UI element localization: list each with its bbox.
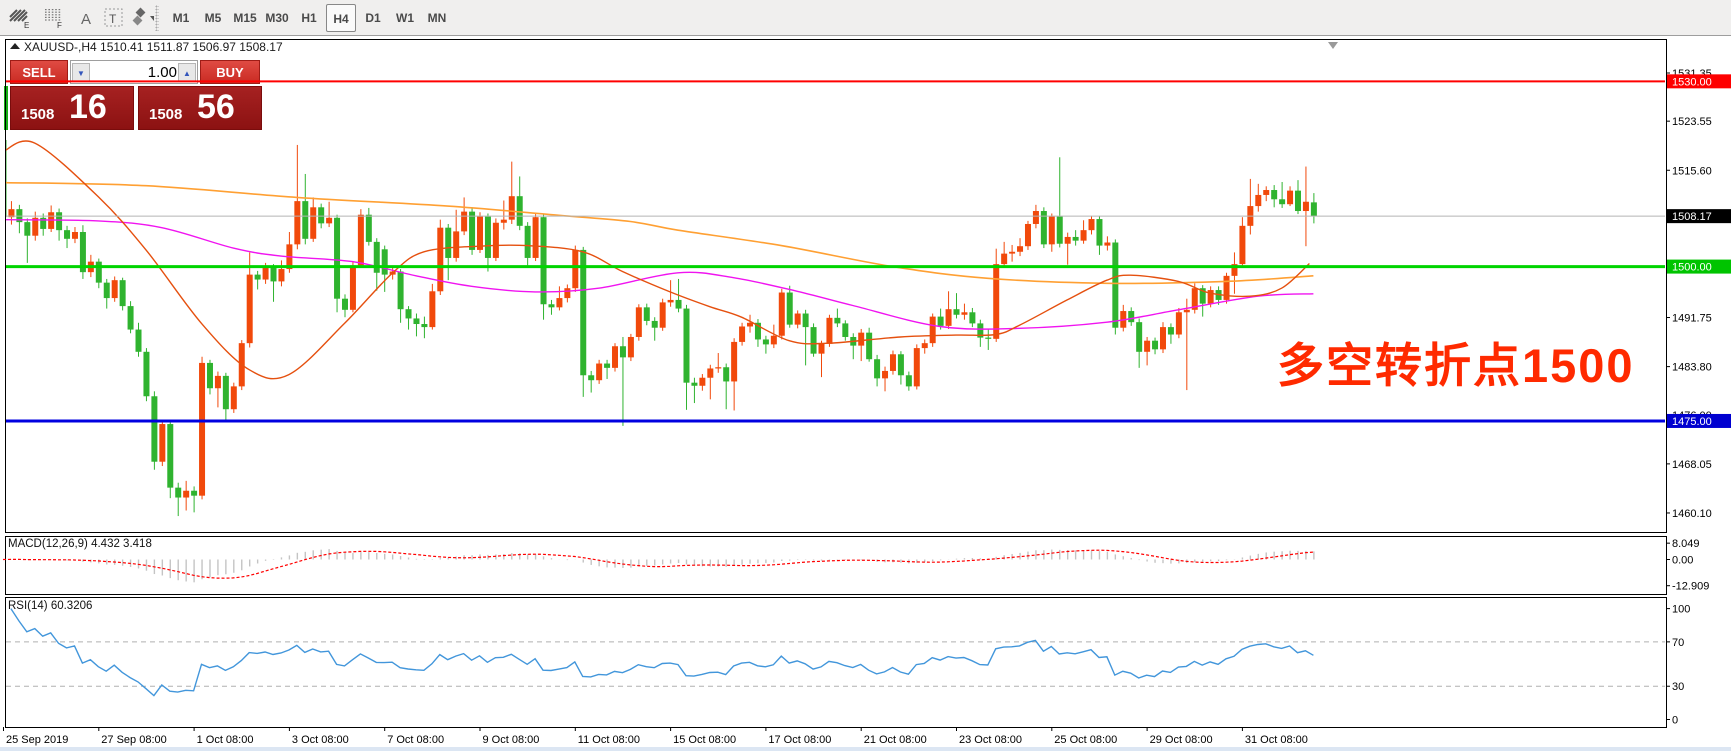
- price-line-badge: [1667, 259, 1731, 274]
- rsi-panel-border: [5, 597, 1667, 728]
- main-chart-layer: [6, 42, 1665, 517]
- chart-shift-marker: [1328, 42, 1338, 49]
- bid-price-prefix: 1508: [21, 106, 55, 123]
- macd-axis-label: 8.049: [1672, 538, 1700, 550]
- cycle-diamonds-icon[interactable]: [130, 6, 154, 30]
- rsi-indicator-label: RSI(14) 60.3206: [8, 600, 93, 612]
- price-tick-label: 1515.60: [1672, 165, 1712, 177]
- chart-annotation-text: 多空转折点1500: [1277, 339, 1635, 392]
- text-t-icon[interactable]: T: [102, 6, 126, 30]
- date-tick-label: 17 Oct 08:00: [768, 734, 831, 746]
- timeframe-button-m15[interactable]: M15: [233, 11, 257, 25]
- main-chart-border: [5, 39, 1667, 533]
- svg-text:T: T: [109, 12, 117, 26]
- ma-fast-red: [6, 140, 1310, 380]
- rsi-axis-label: 0: [1672, 715, 1678, 727]
- price-line-badge: [1667, 209, 1731, 224]
- ma-slow-orange: [6, 181, 1314, 285]
- timeframe-button-m1[interactable]: M1: [172, 11, 190, 25]
- ma-mid-magenta: [6, 219, 1314, 330]
- price-tick-label: 1468.05: [1672, 459, 1712, 471]
- timeframe-button-m30[interactable]: M30: [265, 11, 289, 25]
- svg-text:A: A: [81, 11, 91, 28]
- date-tick-label: 7 Oct 08:00: [387, 734, 444, 746]
- timeframe-button-h4[interactable]: H4: [326, 4, 356, 32]
- price-tick-label: 1483.80: [1672, 362, 1712, 374]
- price-line-badge-label: 1530.00: [1672, 76, 1712, 88]
- timeframe-button-mn[interactable]: MN: [427, 11, 447, 25]
- lot-size-input[interactable]: [91, 61, 177, 83]
- macd-panel-border: [5, 536, 1667, 595]
- ask-price-prefix: 1508: [149, 106, 183, 123]
- ask-quote-panel[interactable]: 1508 56: [138, 86, 262, 130]
- bid-price-big: 16: [69, 88, 107, 126]
- lot-size-box: ▼ ▲: [70, 60, 198, 84]
- macd-signal-line: [2, 549, 1314, 579]
- timeframe-button-h1[interactable]: H1: [301, 11, 317, 25]
- price-tick-label: 1491.75: [1672, 313, 1712, 325]
- date-tick-label: 9 Oct 08:00: [483, 734, 540, 746]
- date-tick-label: 31 Oct 08:00: [1245, 734, 1308, 746]
- price-line-badge: [1667, 74, 1731, 89]
- window-bottom-strip: [0, 747, 1731, 751]
- price-tick-label: 1523.55: [1672, 116, 1712, 128]
- ask-price-big: 56: [197, 88, 235, 126]
- rsi-axis-label: 30: [1672, 681, 1684, 693]
- timeframe-button-m5[interactable]: M5: [204, 11, 222, 25]
- rsi-layer: [6, 608, 1665, 697]
- price-line-badge-label: 1508.17: [1672, 211, 1712, 223]
- rsi-axis-label: 100: [1672, 604, 1690, 616]
- macd-layer: [2, 549, 1315, 583]
- buy-button[interactable]: BUY: [200, 60, 260, 84]
- pattern-hatch-e-icon[interactable]: E: [8, 6, 32, 30]
- svg-text:F: F: [57, 21, 62, 29]
- grid-f-icon[interactable]: F: [42, 6, 66, 30]
- bid-quote-panel[interactable]: 1508 16: [10, 86, 134, 130]
- timeframe-button-w1[interactable]: W1: [396, 11, 414, 25]
- macd-axis-label: 0.00: [1672, 555, 1693, 567]
- toolbar-grip[interactable]: [155, 5, 159, 31]
- rsi-line: [10, 608, 1314, 697]
- chart-title: XAUUSD-,H4 1510.41 1511.87 1506.97 1508.…: [24, 40, 283, 54]
- date-tick-label: 23 Oct 08:00: [959, 734, 1022, 746]
- toolbar: E F A T M1 M5 M15 M30 H1 H4 D1 W1 MN: [0, 0, 1731, 36]
- one-click-trading-arrow-icon[interactable]: [10, 43, 20, 49]
- date-tick-label: 25 Sep 2019: [6, 734, 68, 746]
- date-tick-label: 15 Oct 08:00: [673, 734, 736, 746]
- date-tick-label: 25 Oct 08:00: [1054, 734, 1117, 746]
- candles-layer: [6, 139, 1317, 517]
- date-tick-label: 11 Oct 08:00: [578, 734, 640, 746]
- macd-axis-label: -12.909: [1672, 581, 1709, 593]
- price-line-badge-label: 1500.00: [1672, 262, 1712, 274]
- rsi-axis-label: 70: [1672, 637, 1684, 649]
- price-tick-label: 1460.10: [1672, 508, 1712, 520]
- date-tick-label: 29 Oct 08:00: [1150, 734, 1213, 746]
- date-tick-label: 27 Sep 08:00: [101, 734, 166, 746]
- price-line-badge-label: 1475.00: [1672, 416, 1712, 428]
- svg-text:E: E: [24, 21, 29, 29]
- date-tick-label: 21 Oct 08:00: [864, 734, 927, 746]
- price-line-badge: [1667, 413, 1731, 428]
- macd-indicator-label: MACD(12,26,9) 4.432 3.418: [8, 538, 152, 550]
- timeframe-button-d1[interactable]: D1: [365, 11, 381, 25]
- date-tick-label: 3 Oct 08:00: [292, 734, 349, 746]
- sell-button[interactable]: SELL: [10, 60, 68, 84]
- date-tick-label: 1 Oct 08:00: [197, 734, 254, 746]
- letter-a-icon[interactable]: A: [76, 6, 100, 30]
